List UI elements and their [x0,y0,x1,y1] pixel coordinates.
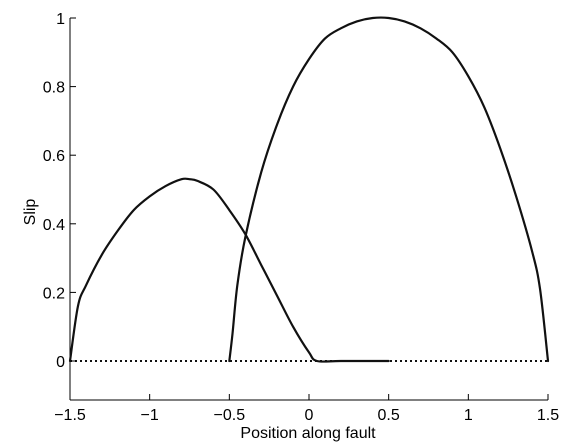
x-tick-label: −1.5 [54,407,86,424]
y-tick-label: 0.4 [43,217,65,234]
axes [70,18,548,400]
x-tick-label: −1 [141,407,159,424]
x-tick-label: 1.5 [537,407,559,424]
y-tick-label: 0.8 [43,80,65,97]
slip-series-2 [229,18,548,361]
x-tick-label: 0.5 [378,407,400,424]
y-axis-label: Slip [22,199,39,226]
y-tick-label: 0.6 [43,148,65,165]
y-tick-label: 1 [56,11,65,28]
x-axis-label: Position along fault [240,425,376,442]
y-tick-label: 0 [56,354,65,371]
x-tick-label: 1 [464,407,473,424]
series-layer [70,18,548,362]
x-tick-label: 0 [305,407,314,424]
y-tick-label: 0.2 [43,285,65,302]
x-tick-label: −0.5 [214,407,246,424]
slip-series-1 [70,179,389,362]
